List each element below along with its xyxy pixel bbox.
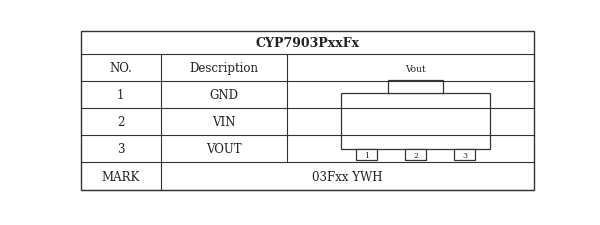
- Text: 03Fxx YWH: 03Fxx YWH: [313, 170, 383, 183]
- Text: Description: Description: [190, 61, 259, 74]
- Text: 1: 1: [364, 151, 369, 159]
- Text: 2: 2: [117, 116, 124, 128]
- Text: 1: 1: [117, 89, 124, 101]
- Bar: [356, 150, 377, 161]
- Text: MARK: MARK: [101, 170, 140, 183]
- Text: NO.: NO.: [109, 61, 132, 74]
- Text: VIN: VIN: [212, 116, 236, 128]
- Bar: [454, 150, 475, 161]
- Text: 2: 2: [413, 151, 418, 159]
- Text: 3: 3: [117, 143, 125, 156]
- Bar: [405, 150, 426, 161]
- Text: VOUT: VOUT: [206, 143, 242, 156]
- Bar: [341, 93, 490, 150]
- Bar: [388, 80, 443, 93]
- Text: GND: GND: [209, 89, 238, 101]
- Text: Vout: Vout: [405, 65, 426, 74]
- Text: 3: 3: [462, 151, 467, 159]
- Text: CYP7903PxxFx: CYP7903PxxFx: [256, 37, 359, 50]
